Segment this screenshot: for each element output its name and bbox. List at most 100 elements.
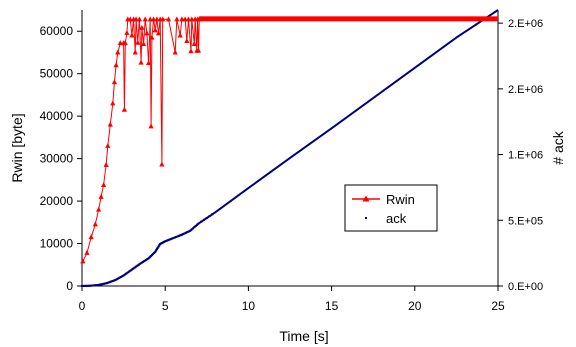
ack-point bbox=[117, 277, 120, 280]
ack-point bbox=[197, 222, 200, 225]
rwin-point bbox=[121, 106, 128, 112]
ack-point bbox=[166, 239, 169, 242]
rwin-point bbox=[138, 59, 144, 65]
y-tick-label: 0 bbox=[66, 279, 73, 293]
rwin-point bbox=[135, 39, 141, 45]
rwin-point bbox=[139, 24, 145, 30]
ack-point bbox=[104, 282, 107, 285]
ack-point bbox=[94, 284, 97, 287]
ack-point bbox=[153, 251, 156, 254]
rwin-point bbox=[80, 258, 86, 264]
ack-point bbox=[158, 244, 161, 247]
ack-point bbox=[114, 279, 117, 282]
rwin-point bbox=[92, 221, 98, 227]
ack-point bbox=[182, 233, 185, 236]
ack-point bbox=[135, 265, 138, 268]
rwin-point bbox=[154, 16, 160, 22]
rwin-point bbox=[195, 47, 202, 53]
rwin-point bbox=[110, 100, 116, 106]
ack-point bbox=[165, 239, 168, 242]
rwin-point bbox=[144, 30, 150, 36]
legend-rwin-marker bbox=[362, 195, 370, 202]
ack-point bbox=[155, 249, 158, 252]
x-tick-label: 0 bbox=[79, 299, 86, 313]
y2-tick-label: 2.E+06 bbox=[508, 18, 543, 30]
ack-point bbox=[144, 259, 147, 262]
ack-point bbox=[148, 256, 151, 259]
ack-point bbox=[132, 267, 135, 270]
rwin-point bbox=[105, 142, 111, 148]
rwin-point bbox=[84, 249, 90, 255]
ack-point bbox=[205, 216, 208, 219]
x-axis-label: Time [s] bbox=[279, 328, 328, 344]
ack-point bbox=[211, 213, 214, 216]
rwin-point bbox=[172, 49, 178, 55]
y-axis-label: Rwin [byte] bbox=[9, 113, 25, 182]
ack-point bbox=[173, 236, 176, 239]
ack-point bbox=[136, 264, 139, 267]
ack-point bbox=[129, 269, 132, 272]
ack-point bbox=[99, 283, 102, 286]
ack-point bbox=[115, 278, 118, 281]
rwin-point bbox=[149, 34, 155, 40]
rwin-plateau-band bbox=[199, 16, 498, 22]
x-tick-label: 10 bbox=[242, 299, 256, 313]
ack-point bbox=[168, 238, 171, 241]
ack-point bbox=[81, 285, 83, 287]
rwin-point bbox=[124, 29, 130, 35]
ack-point bbox=[87, 284, 90, 287]
ack-point bbox=[126, 271, 129, 274]
rwin-point bbox=[127, 16, 133, 22]
rwin-point bbox=[88, 234, 94, 240]
ack-point bbox=[128, 270, 131, 273]
rwin-point bbox=[142, 16, 148, 22]
axes bbox=[81, 10, 499, 287]
ack-point bbox=[194, 224, 197, 227]
ack-point bbox=[111, 280, 114, 283]
ack-line bbox=[81, 9, 499, 287]
y-tick-label: 10000 bbox=[40, 237, 74, 251]
rwin-point bbox=[191, 40, 197, 46]
ack-point bbox=[82, 284, 85, 287]
ack-point bbox=[122, 274, 125, 277]
ack-point bbox=[108, 281, 111, 284]
rwin-point bbox=[185, 16, 192, 22]
ack-point bbox=[118, 276, 121, 279]
rwin-point bbox=[182, 16, 188, 22]
ack-point bbox=[107, 281, 110, 284]
rwin-point bbox=[140, 40, 147, 46]
ack-point bbox=[142, 260, 145, 263]
ack-point bbox=[150, 254, 153, 257]
ack-point bbox=[178, 234, 181, 237]
ack-point bbox=[97, 283, 100, 286]
y2-tick-label: 5.E+05 bbox=[508, 215, 543, 227]
ack-point bbox=[89, 284, 92, 287]
series-rwin bbox=[80, 16, 498, 264]
y-tick-label: 50000 bbox=[40, 67, 74, 81]
ack-point bbox=[191, 227, 194, 230]
x-tick-label: 25 bbox=[491, 299, 505, 313]
legend: Rwin ack bbox=[344, 184, 438, 232]
ack-point bbox=[196, 223, 199, 226]
ack-point bbox=[137, 263, 140, 266]
rwin-point bbox=[159, 161, 165, 167]
ack-point bbox=[101, 283, 104, 286]
ack-point bbox=[186, 231, 189, 234]
rwin-point bbox=[145, 60, 152, 66]
rwin-point bbox=[107, 121, 113, 127]
y-tick-label: 30000 bbox=[40, 152, 74, 166]
ack-point bbox=[112, 279, 115, 282]
ack-point bbox=[110, 280, 113, 283]
ack-point bbox=[83, 284, 86, 287]
legend-box bbox=[344, 184, 438, 232]
rwin-point bbox=[136, 16, 143, 22]
rwin-point bbox=[155, 30, 162, 36]
ack-point bbox=[123, 273, 126, 276]
x-tick-label: 15 bbox=[325, 299, 339, 313]
y2-tick-label: 1.E+06 bbox=[508, 150, 543, 162]
ack-point bbox=[100, 283, 103, 286]
ack-point bbox=[93, 284, 96, 287]
rwin-point bbox=[148, 123, 154, 129]
y2-tick-label: 2.E+06 bbox=[508, 84, 543, 96]
